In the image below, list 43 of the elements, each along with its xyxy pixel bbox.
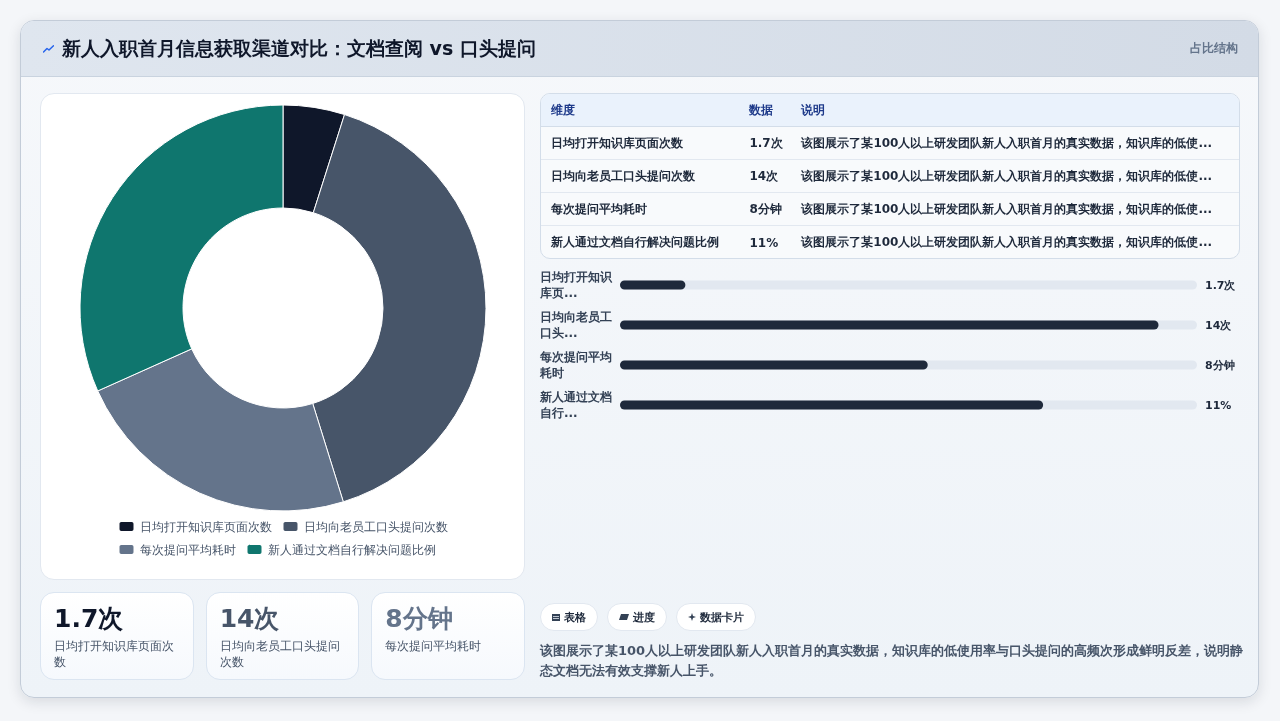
tag: 数据卡片: [676, 603, 756, 631]
data-label: 14次: [1205, 318, 1233, 332]
card: 8分钟 每次提问平均耗时: [371, 592, 525, 680]
card: 1.7次 日均打开知识库页面次数: [40, 592, 194, 680]
text: 8分钟: [749, 201, 782, 216]
legend-label: 日均打开知识库页面次数: [139, 519, 272, 534]
category-label: 日均向老员工口头提问次数: [219, 639, 340, 669]
category-label: 新人通过文档自行解决问题比例: [551, 235, 719, 249]
text: 该图展示了某100人以上研发团队新人入职首月的真实数据，知识库的低使...: [801, 201, 1213, 216]
text: 1.7次: [749, 135, 783, 150]
category-label: 数据: [749, 102, 774, 117]
category-label: 日均打开知识库页面次数: [54, 639, 174, 669]
y-tick-label: 日均打开知识库页...: [539, 270, 613, 300]
y-tick-label: 日均向老员工口头...: [540, 310, 612, 340]
category-label: 日均向老员工口头提问次数: [551, 168, 695, 183]
category-label: 进度: [633, 609, 655, 625]
text: 该图展示了某100人以上研发团队新人入职首月的真实数据，知识库的低使...: [801, 135, 1213, 150]
category-label: 说明: [801, 102, 826, 117]
legend-label: 日均向老员工口头提问次数: [303, 519, 448, 534]
text: 占比结构: [1190, 40, 1238, 57]
data-label: 1.7次: [1205, 278, 1237, 292]
tag: 表格: [540, 603, 598, 631]
y-tick-label: 新人通过文档自行...: [539, 390, 612, 420]
text: 14次: [749, 168, 779, 183]
text: 该图展示了某100人以上研发团队新人入职首月的真实数据，知识库的低使用率与口头提问的高频次形成鲜明反差，说明静态文档无法有效支撑新人上手。: [540, 643, 1244, 678]
text: 该图展示了某100人以上研发团队新人入职首月的真实数据，知识库的低使...: [801, 235, 1213, 249]
text: 11%: [749, 235, 779, 250]
data-label: 11%: [1205, 398, 1232, 412]
category-label: 每次提问平均耗时: [551, 201, 647, 216]
bar: [620, 280, 686, 290]
category-label: 表格: [564, 609, 586, 625]
data-label: 8分钟: [1205, 358, 1235, 372]
legend-label: 每次提问平均耗时: [139, 542, 236, 557]
text: 该图展示了某100人以上研发团队新人入职首月的真实数据，知识库的低使...: [801, 168, 1213, 183]
card: 14次 日均向老员工口头提问次数: [205, 592, 360, 680]
category-label: 数据卡片: [700, 609, 744, 625]
chart-title: 新人入职首月信息获取渠道对比：文档查阅 vs 口头提问: [62, 37, 536, 59]
category-label: 日均打开知识库页面次数: [551, 135, 683, 150]
category-label: 每次提问平均耗时: [385, 639, 482, 653]
y-tick-label: 每次提问平均耗时: [539, 350, 612, 380]
text: 维度: [551, 102, 575, 117]
tag: 进度: [607, 603, 667, 631]
legend-label: 新人通过文档自行解决问题比例: [267, 542, 436, 557]
